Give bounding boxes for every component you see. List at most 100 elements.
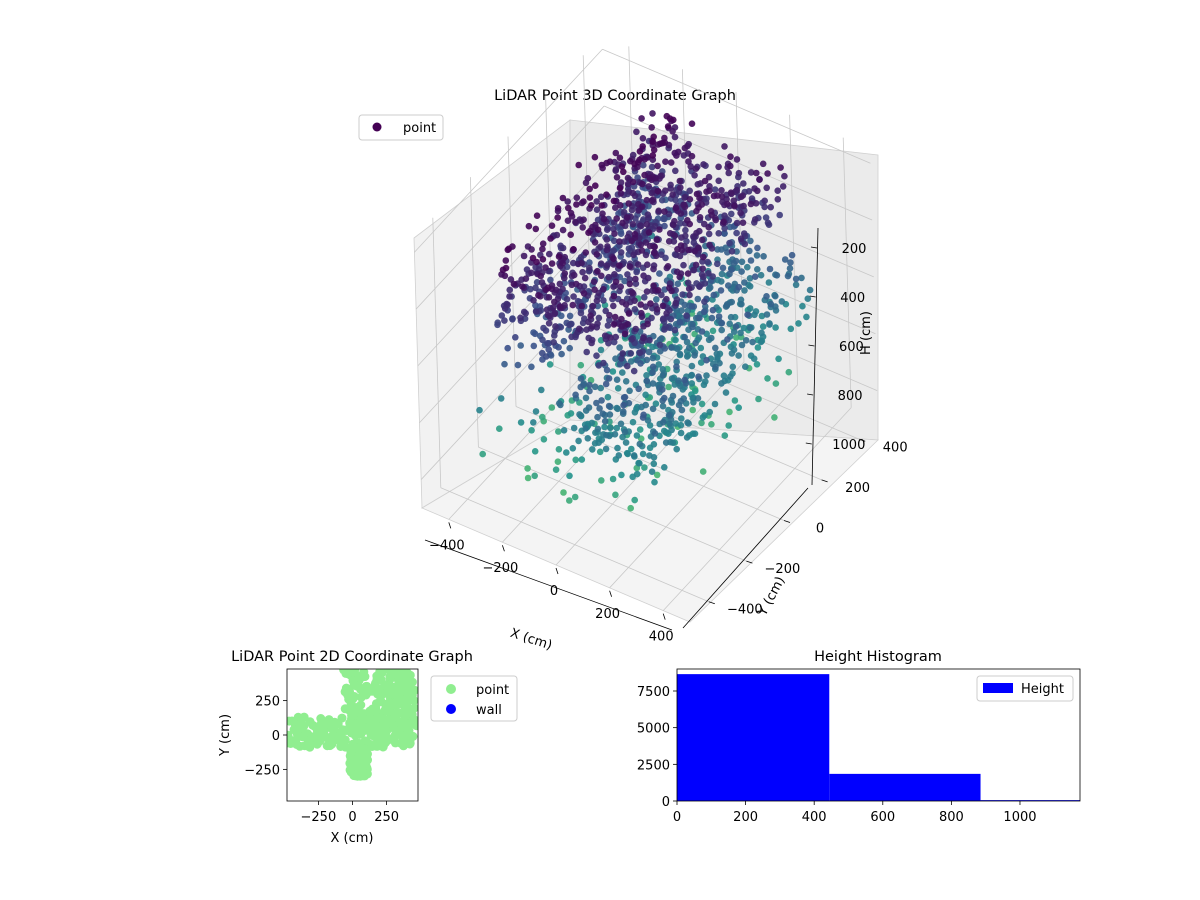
data-point-2d <box>351 756 360 765</box>
data-point <box>688 362 696 370</box>
data-point <box>738 341 746 349</box>
data-point <box>673 152 680 159</box>
data-point <box>646 452 653 459</box>
data-point <box>566 312 574 320</box>
x-tick-mark <box>662 613 666 620</box>
data-point <box>550 339 557 346</box>
data-point <box>674 246 681 253</box>
data-point <box>601 332 609 340</box>
data-point <box>640 334 647 342</box>
data-point <box>601 423 608 431</box>
data-point <box>641 294 648 301</box>
data-point <box>546 361 554 368</box>
data-point <box>672 420 680 427</box>
point-cloud-3d <box>476 110 814 512</box>
data-point <box>630 251 637 259</box>
data-point <box>593 399 600 407</box>
data-point <box>593 206 601 213</box>
data-point <box>546 250 553 258</box>
data-point <box>612 149 620 157</box>
data-point <box>629 289 636 297</box>
data-point <box>677 429 685 437</box>
data-point <box>569 445 577 452</box>
data-point <box>537 272 544 280</box>
data-point <box>715 163 722 171</box>
data-point-2d <box>382 726 392 736</box>
data-point <box>654 287 662 294</box>
data-point <box>529 254 537 262</box>
data-point <box>638 309 645 317</box>
data-point <box>776 211 783 219</box>
data-point-2d <box>388 669 398 677</box>
data-point <box>676 318 684 326</box>
x-axis-label-3d: X (cm) <box>508 626 554 654</box>
data-point-2d <box>356 700 366 710</box>
data-point <box>577 253 585 261</box>
data-point <box>539 349 546 357</box>
data-point <box>551 298 558 306</box>
data-point <box>610 247 617 254</box>
data-point <box>598 397 605 404</box>
data-point <box>644 417 652 424</box>
data-point <box>583 326 590 334</box>
data-point <box>633 128 640 136</box>
data-point <box>668 375 676 382</box>
data-point <box>722 389 730 396</box>
x-tick-label: 400 <box>649 630 674 645</box>
data-point <box>600 359 607 367</box>
data-point <box>612 491 619 499</box>
data-point <box>699 468 707 475</box>
data-point <box>693 190 701 198</box>
data-point <box>653 296 660 303</box>
data-point <box>775 355 782 363</box>
data-point <box>727 373 734 380</box>
data-point <box>774 187 781 194</box>
data-point <box>558 350 565 358</box>
y-tick-mark <box>708 601 715 605</box>
data-point <box>649 369 656 376</box>
data-point <box>565 204 572 212</box>
data-point <box>659 386 666 393</box>
data-point <box>590 278 598 286</box>
data-point <box>647 300 654 307</box>
data-point <box>694 395 702 402</box>
data-point <box>567 231 574 238</box>
data-point <box>596 448 604 456</box>
data-point <box>520 308 528 316</box>
data-point <box>626 387 633 395</box>
data-point <box>717 287 725 294</box>
data-point <box>772 292 779 300</box>
grid-line <box>662 407 852 611</box>
data-point <box>787 325 795 333</box>
data-point <box>665 383 672 391</box>
data-point <box>555 253 563 260</box>
data-point <box>545 294 553 301</box>
z-tick-mark <box>810 246 818 249</box>
data-point <box>740 180 747 187</box>
data-point <box>578 456 586 463</box>
data-point <box>653 306 661 313</box>
data-point <box>572 391 579 399</box>
data-point <box>684 419 691 426</box>
data-point <box>740 324 748 332</box>
data-point-2d <box>405 677 415 687</box>
data-point <box>589 302 597 310</box>
data-point <box>622 378 630 385</box>
data-point <box>504 246 512 254</box>
data-point <box>564 217 572 224</box>
data-point-2d <box>381 705 391 715</box>
data-point <box>611 230 618 237</box>
data-point <box>649 405 657 413</box>
data-point <box>755 395 762 403</box>
data-point <box>781 172 788 180</box>
data-point <box>685 285 693 293</box>
data-point <box>588 339 595 347</box>
data-point <box>615 452 623 459</box>
data-point <box>804 295 812 303</box>
data-point <box>618 355 625 362</box>
data-point <box>737 209 744 217</box>
data-point-2d <box>383 735 393 745</box>
data-point <box>563 295 571 303</box>
data-point <box>671 232 679 239</box>
data-point-2d <box>356 671 366 681</box>
